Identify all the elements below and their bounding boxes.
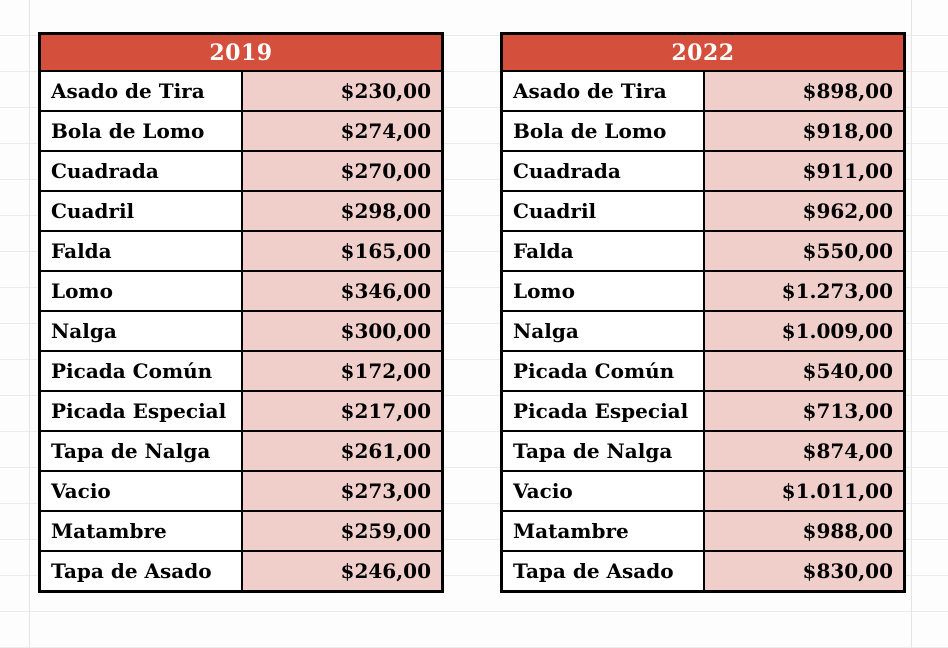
table-row: Cuadrada $911,00 [503, 150, 903, 190]
table-row: Picada Especial $713,00 [503, 390, 903, 430]
price-cell: $1.009,00 [703, 312, 903, 350]
table-row: Lomo $346,00 [41, 270, 441, 310]
price-cell: $346,00 [241, 272, 441, 310]
table-header-year: 2019 [41, 35, 441, 70]
cut-name-cell: Matambre [41, 512, 241, 550]
cut-name-cell: Bola de Lomo [503, 112, 703, 150]
cut-name-cell: Vacio [41, 472, 241, 510]
cut-name-cell: Cuadrada [41, 152, 241, 190]
cut-name-cell: Lomo [503, 272, 703, 310]
price-cell: $273,00 [241, 472, 441, 510]
price-table-2019: 2019 Asado de Tira $230,00 Bola de Lomo … [38, 32, 444, 593]
price-cell: $246,00 [241, 552, 441, 590]
table-row: Asado de Tira $898,00 [503, 70, 903, 110]
price-cell: $918,00 [703, 112, 903, 150]
cut-name-cell: Nalga [41, 312, 241, 350]
price-cell: $300,00 [241, 312, 441, 350]
cut-name-cell: Tapa de Nalga [503, 432, 703, 470]
price-cell: $274,00 [241, 112, 441, 150]
price-cell: $1.273,00 [703, 272, 903, 310]
price-cell: $298,00 [241, 192, 441, 230]
cut-name-cell: Tapa de Asado [41, 552, 241, 590]
price-cell: $988,00 [703, 512, 903, 550]
price-cell: $898,00 [703, 72, 903, 110]
table-row: Lomo $1.273,00 [503, 270, 903, 310]
table-row: Picada Común $540,00 [503, 350, 903, 390]
cut-name-cell: Tapa de Nalga [41, 432, 241, 470]
price-cell: $261,00 [241, 432, 441, 470]
cut-name-cell: Falda [503, 232, 703, 270]
price-cell: $1.011,00 [703, 472, 903, 510]
price-cell: $713,00 [703, 392, 903, 430]
table-row: Falda $550,00 [503, 230, 903, 270]
cut-name-cell: Tapa de Asado [503, 552, 703, 590]
price-cell: $540,00 [703, 352, 903, 390]
price-cell: $172,00 [241, 352, 441, 390]
cut-name-cell: Cuadrada [503, 152, 703, 190]
cut-name-cell: Asado de Tira [503, 72, 703, 110]
table-row: Falda $165,00 [41, 230, 441, 270]
cut-name-cell: Picada Común [41, 352, 241, 390]
cut-name-cell: Picada Común [503, 352, 703, 390]
price-cell: $259,00 [241, 512, 441, 550]
cut-name-cell: Picada Especial [503, 392, 703, 430]
cut-name-cell: Lomo [41, 272, 241, 310]
table-row: Vacio $1.011,00 [503, 470, 903, 510]
table-row: Bola de Lomo $918,00 [503, 110, 903, 150]
cut-name-cell: Bola de Lomo [41, 112, 241, 150]
cut-name-cell: Vacio [503, 472, 703, 510]
table-row: Matambre $259,00 [41, 510, 441, 550]
table-row: Matambre $988,00 [503, 510, 903, 550]
table-row: Cuadril $298,00 [41, 190, 441, 230]
price-cell: $550,00 [703, 232, 903, 270]
price-cell: $270,00 [241, 152, 441, 190]
price-cell: $230,00 [241, 72, 441, 110]
cut-name-cell: Cuadril [41, 192, 241, 230]
price-cell: $874,00 [703, 432, 903, 470]
table-row: Cuadril $962,00 [503, 190, 903, 230]
price-cell: $962,00 [703, 192, 903, 230]
table-row: Tapa de Nalga $261,00 [41, 430, 441, 470]
table-header-year: 2022 [503, 35, 903, 70]
cut-name-cell: Asado de Tira [41, 72, 241, 110]
price-cell: $165,00 [241, 232, 441, 270]
table-row: Nalga $300,00 [41, 310, 441, 350]
table-row: Asado de Tira $230,00 [41, 70, 441, 110]
cut-name-cell: Picada Especial [41, 392, 241, 430]
table-row: Tapa de Nalga $874,00 [503, 430, 903, 470]
table-row: Bola de Lomo $274,00 [41, 110, 441, 150]
cut-name-cell: Matambre [503, 512, 703, 550]
cut-name-cell: Nalga [503, 312, 703, 350]
cut-name-cell: Cuadril [503, 192, 703, 230]
table-row: Vacio $273,00 [41, 470, 441, 510]
table-row: Tapa de Asado $246,00 [41, 550, 441, 590]
price-cell: $217,00 [241, 392, 441, 430]
table-row: Picada Especial $217,00 [41, 390, 441, 430]
price-cell: $911,00 [703, 152, 903, 190]
table-row: Tapa de Asado $830,00 [503, 550, 903, 590]
price-table-2022: 2022 Asado de Tira $898,00 Bola de Lomo … [500, 32, 906, 593]
price-cell: $830,00 [703, 552, 903, 590]
cut-name-cell: Falda [41, 232, 241, 270]
table-row: Nalga $1.009,00 [503, 310, 903, 350]
table-row: Cuadrada $270,00 [41, 150, 441, 190]
table-row: Picada Común $172,00 [41, 350, 441, 390]
